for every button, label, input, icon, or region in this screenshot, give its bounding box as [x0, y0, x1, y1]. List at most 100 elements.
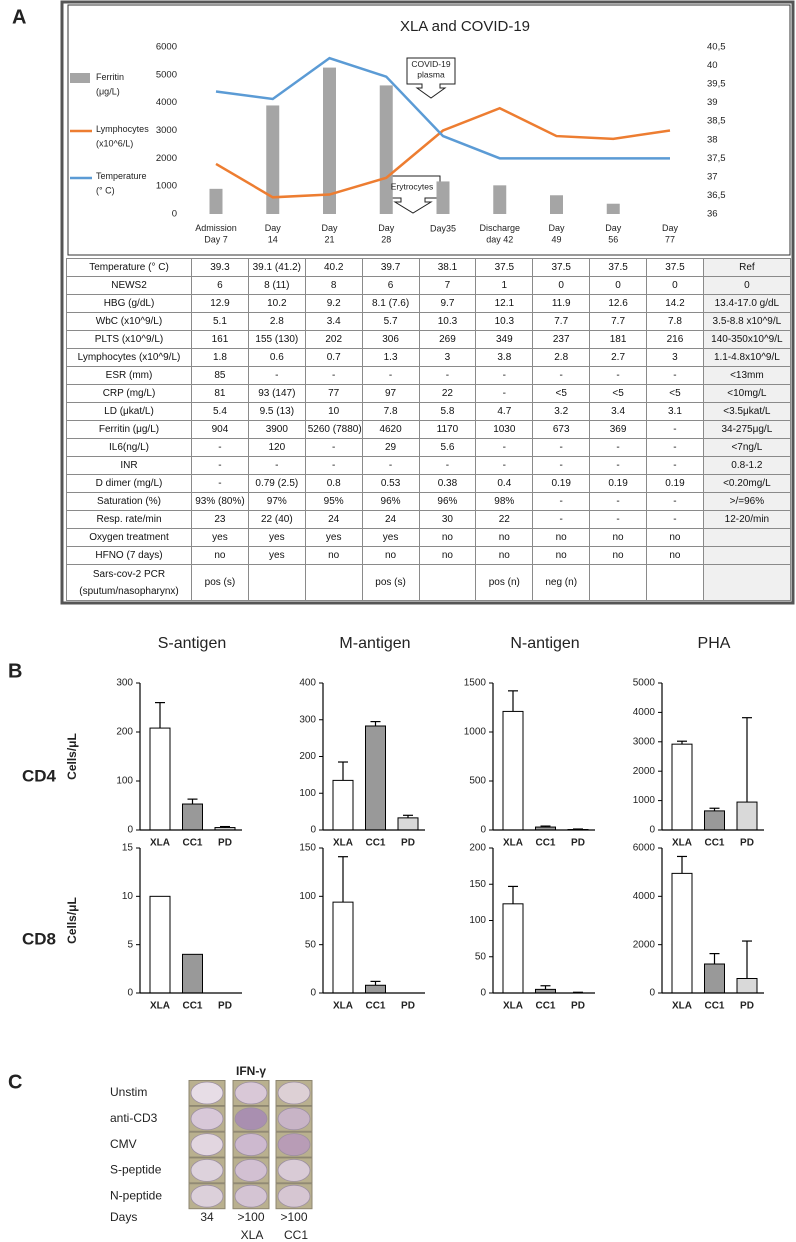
table-row: Oxygen treatment yes yes yes yes no no no no no	[66, 528, 791, 547]
x-tick-label: Day35	[430, 223, 456, 233]
table-cell: -	[646, 456, 704, 475]
reference-cell: 140-350x10^9/L	[702, 330, 791, 349]
table-row: Resp. rate/min 23 22 (40) 24 24 30 22- - -12-20/…	[66, 510, 791, 529]
well	[190, 1133, 224, 1156]
table-cell: 3.4	[589, 402, 647, 421]
row-label: Ferritin (μg/L)	[66, 420, 192, 439]
x-tick-label: CC1	[704, 1001, 724, 1012]
row-label: CMV	[110, 1137, 137, 1151]
y-tick-label: 10	[122, 891, 134, 902]
table-cell: -	[191, 456, 249, 475]
well	[190, 1107, 224, 1131]
table-cell: yes	[304, 528, 363, 547]
table-cell: 2.7	[589, 348, 647, 367]
x-tick-label: XLA	[672, 838, 692, 849]
table-cell: 11.9	[532, 294, 591, 313]
table-cell: -	[418, 456, 477, 475]
table-cell: 23	[191, 510, 249, 529]
table-row: WbC (x10^9/L) 5.1 2.8 3.4 5.7 10.3 10.3 7.7 7.7 7…	[66, 312, 791, 331]
table-row: HFNO (7 days) no yes no no no no no no no	[66, 546, 791, 565]
line-series	[215, 106, 671, 199]
y-tick-label: 0	[480, 988, 486, 999]
reference-cell: 0	[702, 276, 791, 295]
table-cell: 30	[418, 510, 477, 529]
y-tick-label: 1500	[464, 678, 487, 689]
table-cell: 1.3	[361, 348, 420, 367]
y-tick-label: 2000	[156, 153, 177, 164]
x-tick-label: XLA	[150, 838, 170, 849]
x-tick-label: Discharge day 42	[479, 223, 520, 245]
reference-cell: >/=96%	[702, 492, 791, 511]
table-cell: 1170	[418, 420, 477, 439]
well	[234, 1159, 268, 1182]
table-cell: -	[646, 438, 704, 457]
table-cell: yes	[247, 546, 306, 565]
table-cell: 22 (40)	[247, 510, 306, 529]
table-row: D dimer (mg/L) -0.79 (2.5) 0.8 0.53 0.38 0.4 0…	[66, 474, 791, 493]
table-cell: pos (n)	[475, 564, 534, 601]
table-cell: 85	[191, 366, 249, 385]
y-tick-label: 0	[649, 825, 655, 836]
x-tick-label: CC1	[365, 1001, 385, 1012]
table-cell: 98%	[475, 492, 534, 511]
table-cell: -	[589, 492, 647, 511]
well	[277, 1159, 311, 1182]
bar	[436, 181, 450, 214]
reference-cell: 3.5-8.8 x10^9/L	[702, 312, 791, 331]
table-cell: no	[532, 528, 591, 547]
y-tick-label: 300	[116, 678, 133, 689]
table-cell: -	[247, 366, 306, 385]
x-tick-label: XLA	[333, 838, 353, 849]
table-cell: 2.8	[532, 348, 591, 367]
well	[234, 1081, 268, 1105]
table-cell: no	[191, 546, 249, 565]
y-tick-label: 4000	[156, 97, 177, 108]
table-cell: 3900	[247, 420, 306, 439]
panel-label: B	[8, 660, 22, 682]
y-tick-label: 4000	[633, 891, 656, 902]
group-label: CC1	[284, 1228, 308, 1242]
bar	[149, 727, 171, 831]
table-row: CRP (mg/L) 81 93 (147) 77 97 22- <5 <5 <5 <10mg/L	[66, 384, 791, 403]
x-tick-label: Day 21	[321, 223, 338, 245]
table-row: NEWS2 6 8 (11) 8 6 7 1 0 0 0 0	[66, 276, 791, 295]
y-tick-label: 400	[299, 678, 316, 689]
row-label: Resp. rate/min	[66, 510, 192, 529]
row-label: anti-CD3	[110, 1111, 158, 1125]
x-tick-label: Day 14	[265, 223, 282, 245]
x-tick-label: CC1	[535, 1001, 555, 1012]
row-label: IL6(ng/L)	[66, 438, 192, 457]
x-tick-label: Day 28	[378, 223, 395, 245]
table-cell: 3.1	[646, 402, 704, 421]
table-cell: -	[532, 438, 591, 457]
y2-tick-label: 36	[707, 209, 718, 220]
y-tick-label: 0	[480, 825, 486, 836]
table-cell: -	[361, 456, 420, 475]
table-cell: -	[247, 456, 306, 475]
table-cell: 93 (147)	[247, 384, 306, 403]
well	[190, 1159, 224, 1182]
legend-label: Temperature (° C)	[96, 171, 147, 195]
bar	[182, 953, 203, 994]
y-tick-label: 100	[469, 915, 486, 926]
y-tick-label: 5000	[156, 69, 177, 80]
bar	[365, 984, 386, 994]
table-cell: 0.7	[304, 348, 363, 367]
table-cell: -	[589, 366, 647, 385]
table-row: ESR (mm) 85- - - - - - - - <13mm	[66, 366, 791, 385]
table-cell: 9.2	[304, 294, 363, 313]
table-cell: 7.7	[589, 312, 647, 331]
y2-tick-label: 38,5	[707, 116, 726, 127]
x-tick-label: PD	[218, 838, 232, 849]
table-cell: -	[532, 456, 591, 475]
x-tick-label: XLA	[672, 1001, 692, 1012]
row-label: HBG (g/dL)	[66, 294, 192, 313]
x-tick-label: Admission Day 7	[195, 223, 237, 245]
table-cell: -	[589, 438, 647, 457]
table-cell: 12.1	[475, 294, 534, 313]
table-cell: -	[475, 384, 534, 403]
bar	[502, 903, 524, 994]
bar	[182, 803, 203, 831]
row-label: ESR (mm)	[66, 366, 192, 385]
x-tick-label: CC1	[535, 838, 555, 849]
